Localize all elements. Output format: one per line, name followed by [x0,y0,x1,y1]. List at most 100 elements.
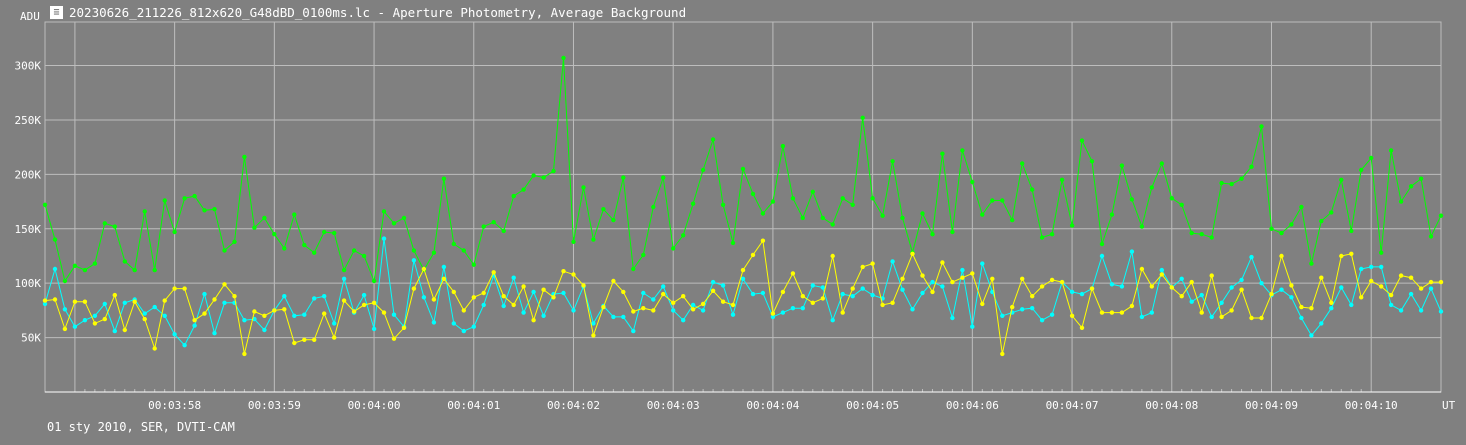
data-point [1398,308,1404,313]
data-point [800,215,805,221]
data-point [631,266,636,272]
data-point [1079,325,1085,330]
data-point [272,232,277,237]
data-point [332,335,337,340]
data-point [1129,303,1135,309]
data-point [940,284,945,289]
x-tick-label: 00:04:08 [1145,399,1198,412]
data-point [42,202,48,207]
data-point [1039,284,1045,289]
data-point [1039,318,1045,323]
data-point [461,308,466,313]
data-point [411,286,417,291]
data-point [1129,249,1135,254]
data-point [62,307,68,312]
data-point [471,295,476,300]
data-point [92,261,98,266]
data-point [202,208,207,213]
data-point [1398,273,1404,278]
data-point [1319,321,1324,326]
data-point [212,297,217,302]
data-point [1179,202,1184,207]
data-point [700,308,706,313]
data-point [351,248,357,253]
data-point [172,229,177,235]
data-point [112,328,118,334]
data-point [1349,228,1354,234]
data-point [940,151,945,156]
data-point [611,217,616,223]
data-point [870,196,875,201]
data-point [860,115,865,121]
data-point [1388,292,1394,298]
data-point [1109,310,1115,315]
data-point [282,246,287,251]
data-point [690,201,696,206]
data-point [391,336,397,341]
data-point [1159,161,1165,166]
data-point [312,296,317,301]
data-point [1030,187,1035,192]
data-point [292,313,297,318]
window-title: 20230626_211226_812x620_G48dBD_0100ms.lc… [69,4,687,20]
data-point [391,312,397,317]
data-point [621,289,626,295]
data-point [1179,294,1184,299]
data-point [252,225,257,230]
data-point [192,323,197,328]
data-point [431,250,437,255]
data-point [242,154,247,160]
data-point [770,314,776,320]
data-point [1229,308,1234,313]
data-point [900,215,905,221]
data-point [1249,254,1254,260]
data-point [591,321,596,326]
data-point [800,306,805,311]
data-point [631,328,636,334]
data-point [790,306,796,311]
data-point [92,313,98,318]
data-point [1139,224,1145,229]
data-point [840,291,845,297]
data-point [1199,310,1204,315]
data-point [431,320,437,325]
data-point [1309,306,1314,311]
data-point [740,276,746,281]
data-point [302,337,307,342]
data-point [1030,306,1035,311]
data-point [1259,124,1264,129]
data-point [1099,253,1105,259]
data-point [750,291,756,297]
data-point [1299,304,1304,310]
data-point [242,318,247,323]
data-point [1079,291,1085,297]
y-tick-label: 150K [15,223,42,236]
data-point [102,221,108,226]
data-point [232,294,237,299]
data-point [1309,261,1314,266]
data-point [461,248,466,253]
data-point [152,346,157,351]
data-point [302,312,307,317]
data-point [62,278,68,284]
data-point [1369,264,1374,270]
data-point [1069,313,1075,318]
data-point [1179,276,1184,281]
data-point [1229,285,1234,290]
data-point [1169,196,1175,201]
data-point [1438,309,1444,314]
data-point [341,298,347,303]
data-point [72,324,78,329]
data-point [790,271,796,276]
data-point [1359,167,1364,173]
data-point [401,325,407,330]
data-point [750,191,756,197]
data-point [840,196,845,201]
data-point [1349,251,1354,256]
data-point [501,303,506,309]
data-point [920,273,925,278]
data-point [82,267,88,273]
data-point [182,343,187,348]
data-point [900,276,905,281]
